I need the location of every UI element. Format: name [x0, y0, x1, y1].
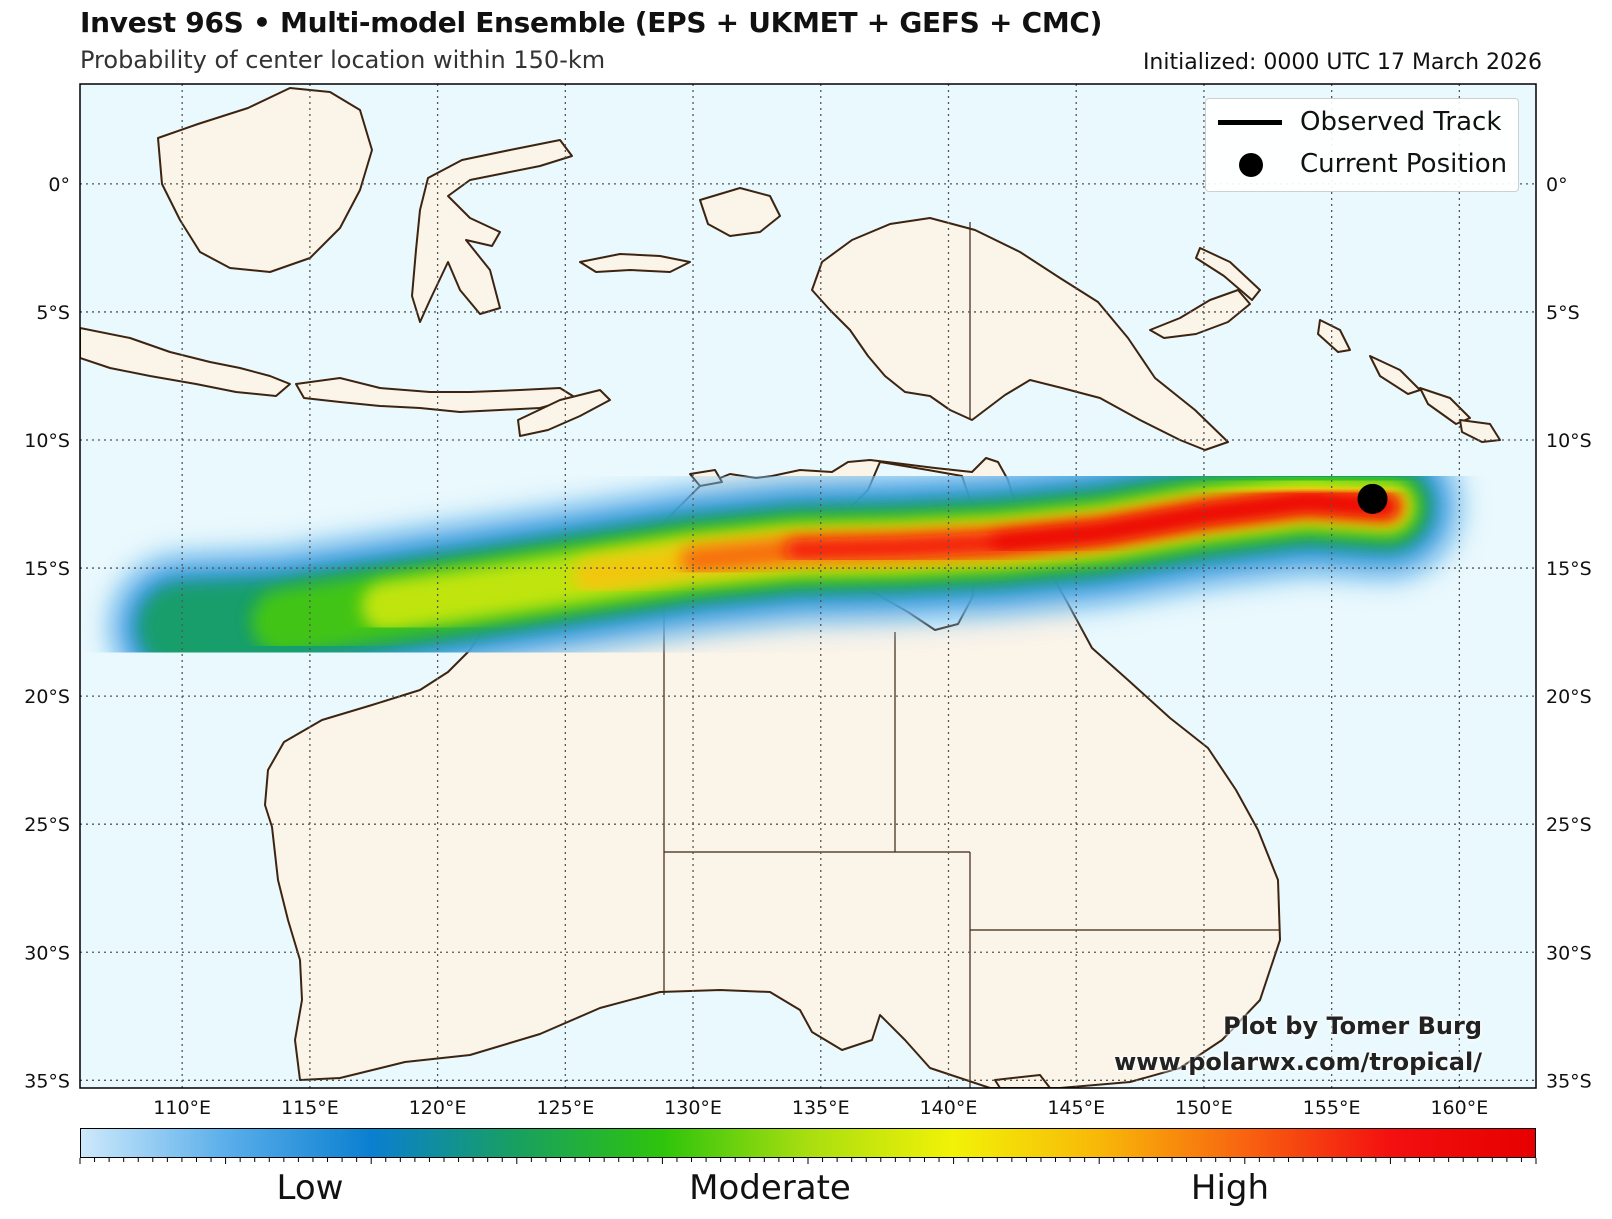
probability-swath [107, 426, 1463, 702]
lon-label: 115°E [281, 1097, 339, 1119]
java-island [80, 327, 291, 397]
lon-label: 155°E [1303, 1097, 1361, 1119]
seram-buru-islands [579, 253, 691, 273]
halmahera-island [699, 187, 781, 237]
lon-label: 125°E [536, 1097, 594, 1119]
lat-labels-right: 0° 5°S 10°S 15°S 20°S 25°S 30°S 35°S [1546, 174, 1592, 1092]
current-position-dot-icon [1239, 153, 1263, 177]
sulawesi-landmass [411, 139, 573, 323]
lon-label: 140°E [920, 1097, 978, 1119]
lat-labels-left: 0° 5°S 10°S 15°S 20°S 25°S 30°S 35°S [24, 174, 70, 1092]
chart-subtitle: Probability of center location within 15… [80, 46, 606, 74]
initialized-time: Initialized: 0000 UTC 17 March 2026 [1142, 50, 1542, 75]
colorbar-label-moderate: Moderate [689, 1168, 851, 1208]
current-position-marker [1357, 483, 1388, 514]
lon-label: 160°E [1430, 1097, 1488, 1119]
observed-track-line-icon [1218, 120, 1282, 125]
lat-label-right: 35°S [1546, 1070, 1592, 1092]
lat-label-right: 30°S [1546, 942, 1592, 964]
state-borders [663, 222, 1280, 1088]
lat-label-left: 20°S [24, 686, 70, 708]
solomon-islands-2 [1369, 355, 1421, 395]
tasmania-island [994, 1074, 1051, 1088]
lon-label: 145°E [1047, 1097, 1105, 1119]
new-ireland-island [1195, 247, 1261, 301]
borneo-landmass [157, 87, 373, 273]
probability-colorbar [80, 1128, 1536, 1158]
lat-label-right: 15°S [1546, 558, 1592, 580]
chart-title: Invest 96S • Multi-model Ensemble (EPS +… [80, 6, 1103, 39]
solomon-islands-4 [1459, 419, 1501, 443]
timor-island [517, 389, 611, 437]
legend-row-position: Current Position [1206, 143, 1518, 183]
lat-label-left: 15°S [24, 558, 70, 580]
lat-label-left: 35°S [24, 1070, 70, 1092]
credit-url: www.polarwx.com/tropical/ [1114, 1048, 1482, 1076]
lat-label-right: 20°S [1546, 686, 1592, 708]
lat-label-left: 5°S [36, 302, 70, 324]
lat-label-left: 30°S [24, 942, 70, 964]
lat-label-left: 25°S [24, 814, 70, 836]
solomon-islands-1 [1317, 319, 1351, 353]
lon-label: 110°E [153, 1097, 211, 1119]
map-legend: Observed Track Current Position [1205, 98, 1519, 192]
credit-author: Plot by Tomer Burg [1223, 1012, 1482, 1040]
lat-label-right: 25°S [1546, 814, 1592, 836]
probability-band-8 [991, 493, 1396, 551]
lat-label-left: 0° [48, 174, 70, 196]
legend-label-position: Current Position [1300, 149, 1508, 179]
legend-label-track: Observed Track [1300, 107, 1502, 137]
map-frame [79, 83, 1537, 1089]
colorbar-label-low: Low [276, 1168, 344, 1208]
lat-label-right: 0° [1546, 174, 1568, 196]
lon-label: 135°E [792, 1097, 850, 1119]
lat-label-left: 10°S [24, 430, 70, 452]
lat-label-right: 5°S [1546, 302, 1580, 324]
lon-label: 120°E [409, 1097, 467, 1119]
colorbar-ticks [79, 1158, 1537, 1164]
legend-row-track: Observed Track [1206, 101, 1518, 141]
lat-label-right: 10°S [1546, 430, 1592, 452]
colorbar-label-high: High [1190, 1168, 1270, 1208]
lon-label: 130°E [664, 1097, 722, 1119]
lon-label: 150°E [1175, 1097, 1233, 1119]
melville-island [689, 469, 723, 487]
lon-labels: 110°E 115°E 120°E 125°E 130°E 135°E 140°E 145°E… [153, 1097, 1488, 1119]
new-guinea-landmass [811, 217, 1229, 451]
